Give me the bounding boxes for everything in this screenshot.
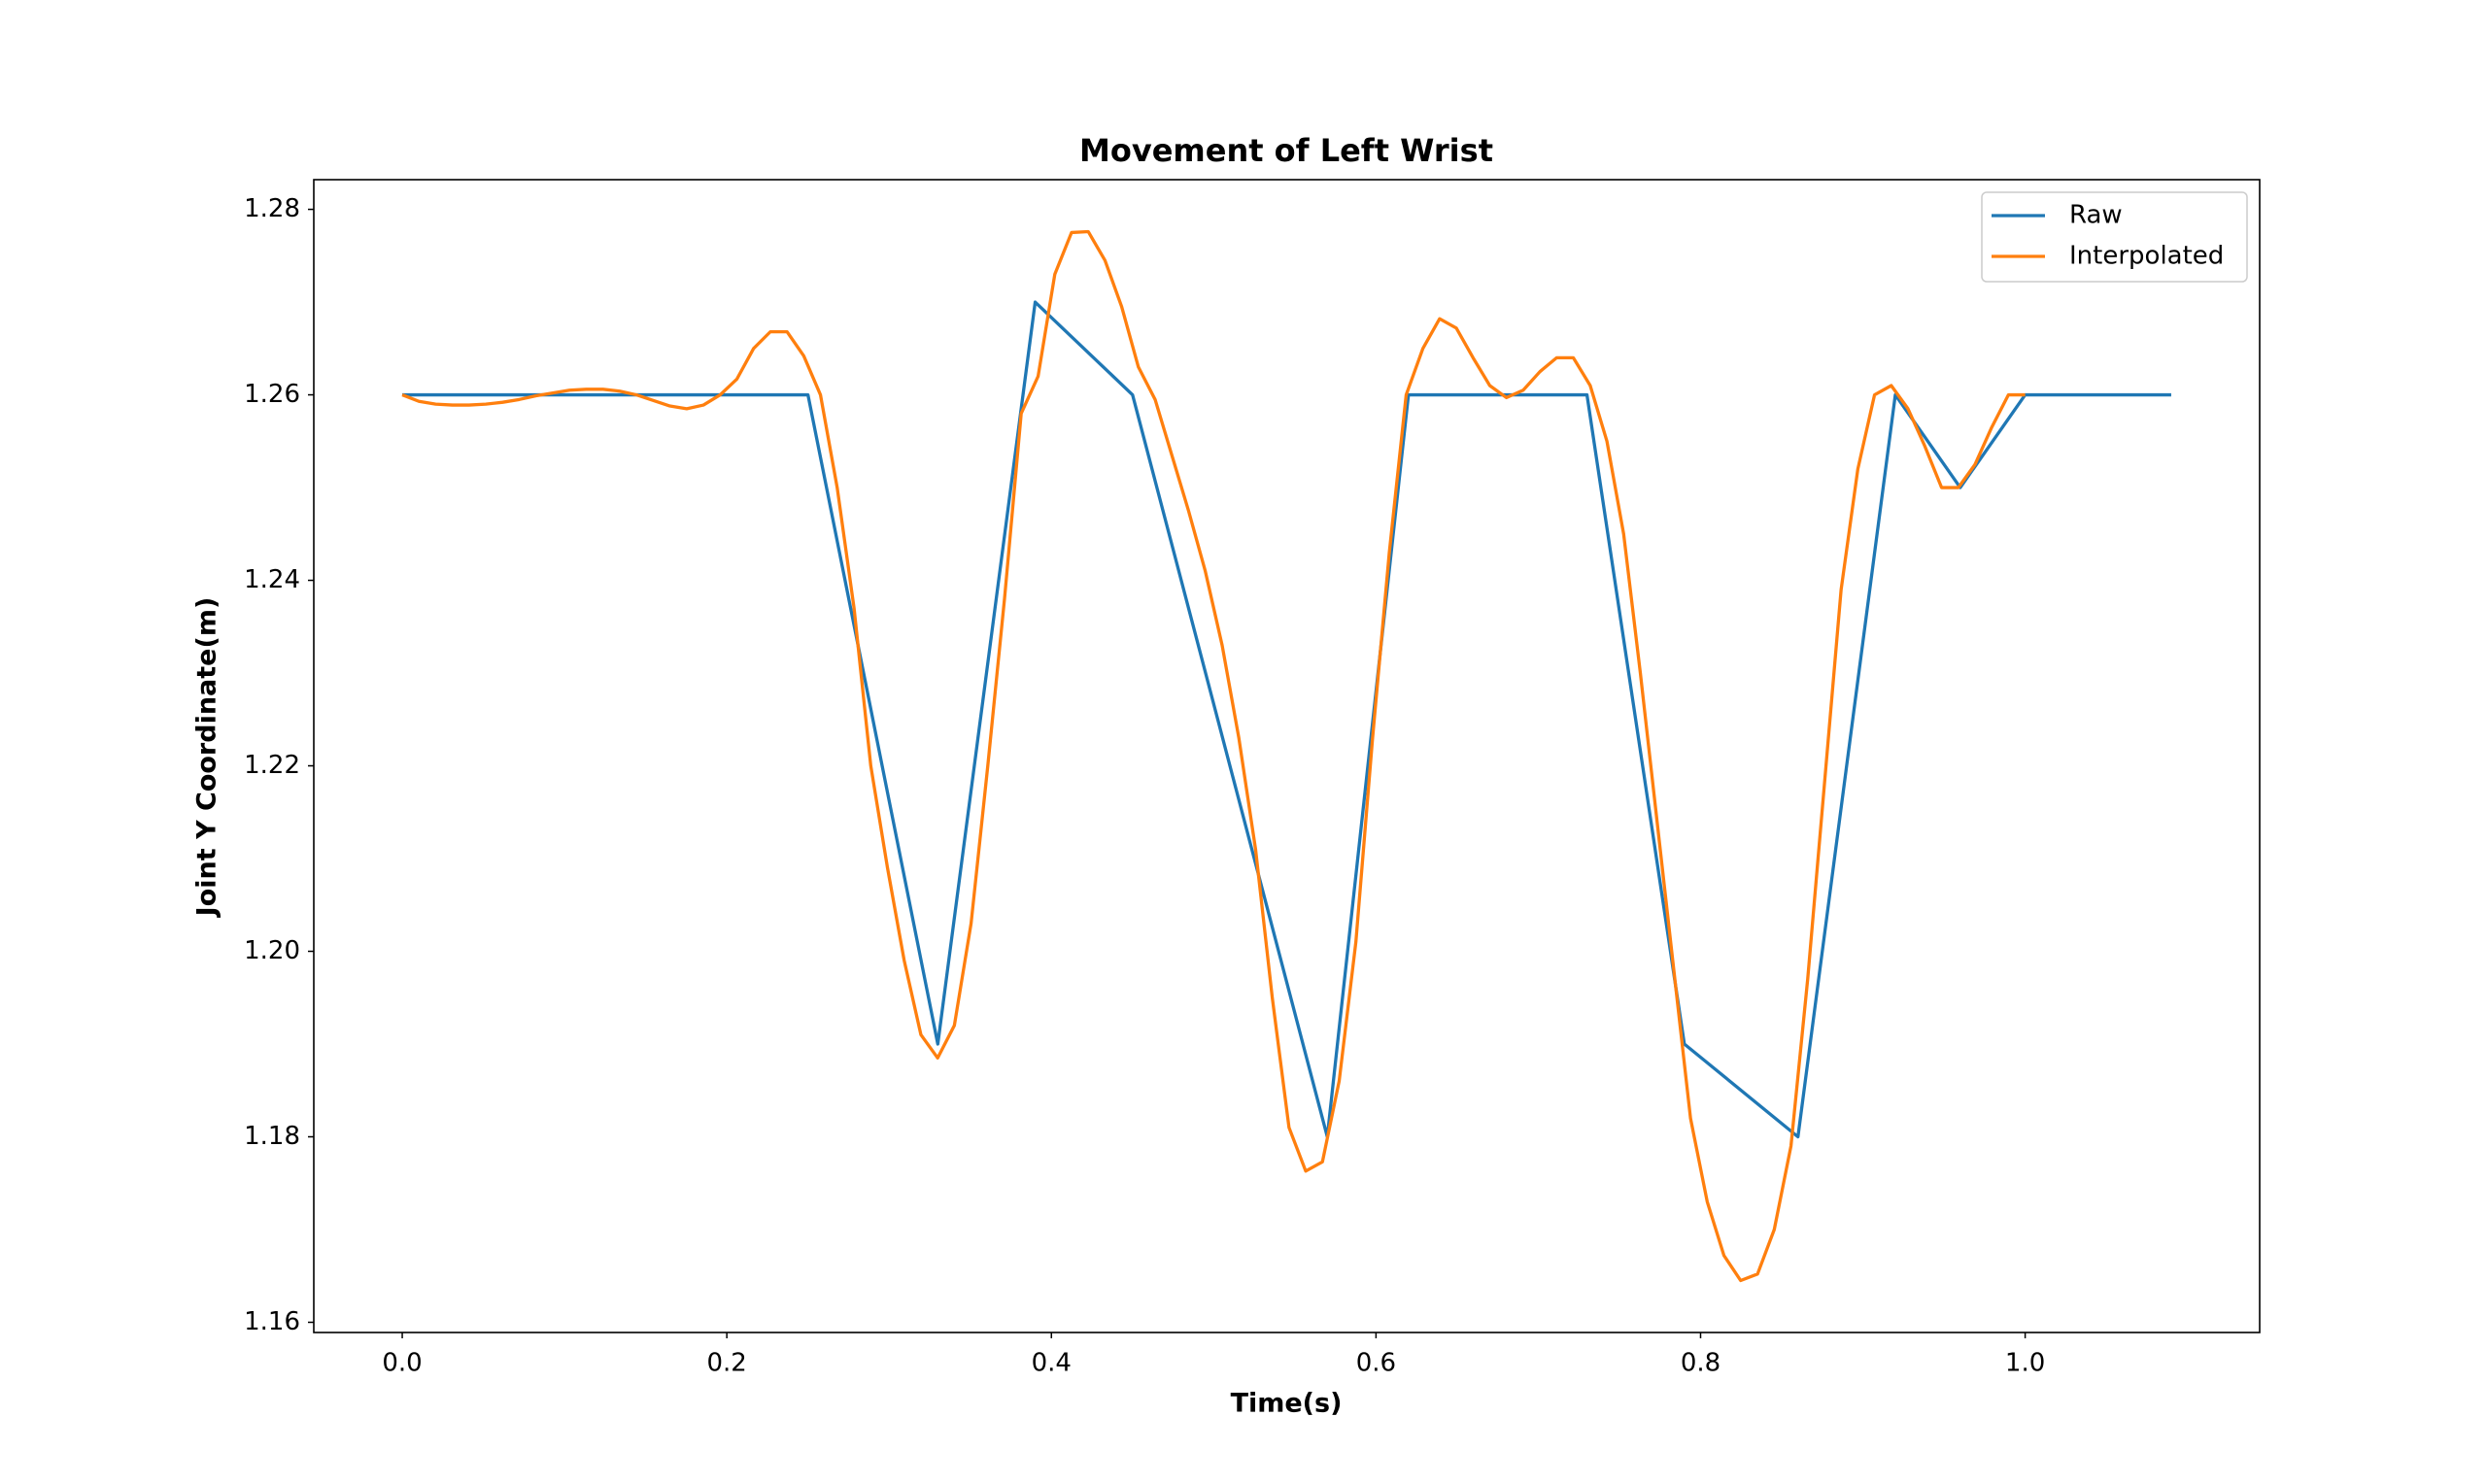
data-line bbox=[401, 229, 2026, 1283]
y-tick-label: 1.26 bbox=[244, 380, 300, 409]
x-tick-label: 0.2 bbox=[706, 1349, 746, 1378]
y-tick-label: 1.16 bbox=[244, 1307, 300, 1336]
legend-box bbox=[1981, 191, 2248, 283]
x-tick-label: 1.0 bbox=[2005, 1349, 2045, 1378]
y-tick-label: 1.24 bbox=[244, 565, 300, 594]
y-tick-label: 1.22 bbox=[244, 751, 300, 780]
x-axis-label: Time(s) bbox=[1231, 1389, 1343, 1419]
y-axis-label: Joint Y Coordinate(m) bbox=[192, 597, 222, 919]
x-tick-label: 0.8 bbox=[1681, 1349, 1720, 1378]
y-tick-label: 1.20 bbox=[244, 936, 300, 965]
x-tick-label: 0.4 bbox=[1032, 1349, 1072, 1378]
y-tick-label: 1.28 bbox=[244, 194, 300, 223]
plot-frame bbox=[313, 179, 2261, 1333]
data-line bbox=[402, 300, 2171, 1139]
legend-label: Interpolated bbox=[2069, 242, 2224, 271]
x-tick-label: 0.6 bbox=[1356, 1349, 1396, 1378]
y-tick-label: 1.18 bbox=[244, 1122, 300, 1151]
chart-title: Movement of Left Wrist bbox=[1079, 132, 1493, 169]
legend-label: Raw bbox=[2069, 201, 2123, 230]
x-tick-label: 0.0 bbox=[382, 1349, 422, 1378]
